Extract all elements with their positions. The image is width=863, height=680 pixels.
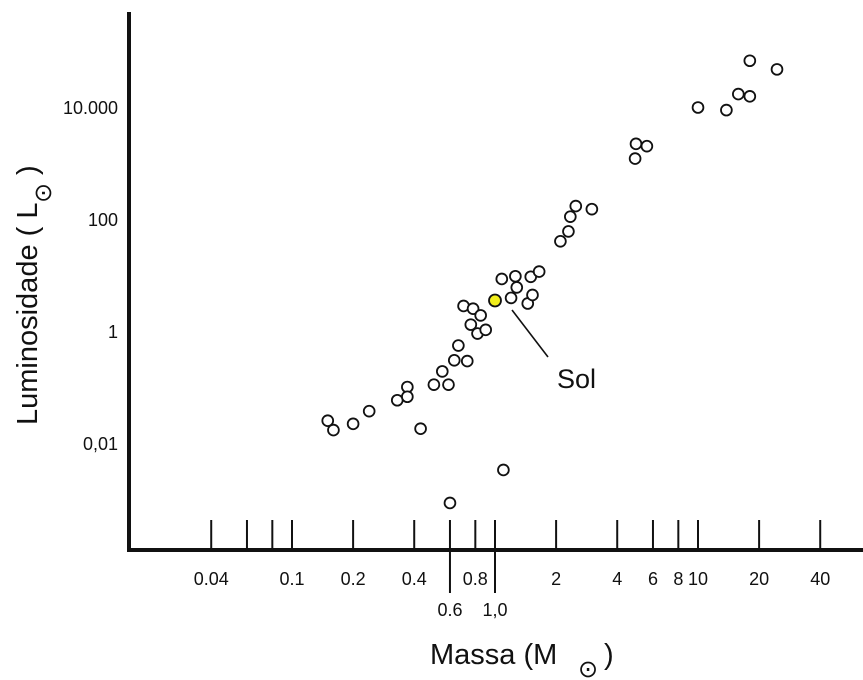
svg-text:Massa (M: Massa (M (430, 639, 557, 671)
star-point (562, 225, 575, 238)
x-tick-label: 40 (810, 569, 830, 589)
x-tick-label: 2 (551, 569, 561, 589)
x-tick-label: 0.2 (341, 569, 366, 589)
star-point (720, 103, 733, 117)
svg-text:Luminosidade ( L: Luminosidade ( L (12, 203, 44, 425)
star-point (497, 463, 510, 477)
star-point (510, 281, 524, 294)
x-tick-label: 0.4 (402, 569, 427, 589)
x-tick-labels: 0.04 0.1 0.2 0.4 0.8 2 4 6 8 10 20 40 0.6 1,0 (194, 569, 831, 620)
star-point (640, 139, 654, 153)
x-tick-label: 8 (673, 569, 683, 589)
star-point (554, 234, 567, 248)
star-point (447, 353, 461, 367)
star-point (427, 378, 441, 391)
star-point (691, 101, 705, 114)
star-point (732, 87, 745, 101)
star-point (452, 339, 465, 352)
x-tick-marks (210, 520, 822, 593)
x-tick-label: 10 (688, 569, 708, 589)
x-tick-label-lower: 1,0 (482, 600, 507, 620)
star-point (564, 210, 577, 223)
x-axis-label-close: ) (604, 639, 614, 671)
x-tick-label-lower: 0.6 (437, 600, 462, 620)
y-axis-label: Luminosidade ( L (12, 203, 44, 425)
star-point (495, 272, 509, 286)
star-point (362, 404, 376, 418)
y-tick-label: 100 (88, 210, 118, 230)
data-points (321, 54, 784, 510)
x-tick-label: 4 (612, 569, 622, 589)
y-tick-label: 10.000 (63, 98, 118, 118)
x-tick-label: 0.8 (463, 569, 488, 589)
y-axis-title: Luminosidade ( L ⊙ ) (12, 165, 57, 425)
x-axis-title: Massa (M ⊙ ) (430, 639, 614, 680)
star-point (629, 137, 643, 151)
sol-pointer-line (511, 309, 549, 358)
star-point (401, 390, 414, 404)
star-point (390, 393, 404, 407)
star-point (346, 417, 360, 431)
star-point (743, 90, 757, 103)
x-tick-label: 0.04 (194, 569, 229, 589)
star-point (628, 152, 642, 165)
star-point (479, 323, 493, 337)
star-point (770, 63, 784, 76)
star-point (321, 414, 335, 428)
star-point (526, 288, 539, 302)
y-tick-label: 0,01 (83, 434, 118, 454)
x-tick-label: 20 (749, 569, 769, 589)
star-point (327, 423, 340, 437)
star-point (435, 365, 449, 378)
star-point (443, 496, 457, 510)
star-point (569, 199, 583, 213)
sol-label: Sol (557, 364, 596, 394)
star-point (743, 54, 757, 68)
star-point (509, 269, 522, 283)
y-tick-label: 1 (108, 322, 118, 342)
star-point (532, 265, 546, 278)
y-axis-solar-symbol: ⊙ (30, 183, 57, 203)
star-point (460, 354, 474, 368)
y-axis-label-close: ) (12, 165, 44, 175)
star-point (414, 422, 427, 436)
x-tick-label: 0.1 (279, 569, 304, 589)
star-point (464, 318, 478, 331)
sun-point (488, 293, 502, 308)
star-point (504, 291, 518, 305)
x-tick-label: 6 (648, 569, 658, 589)
x-axis-solar-symbol: ⊙ (578, 656, 598, 680)
x-axis-label: Massa (M (430, 639, 557, 671)
y-tick-labels: 0,01 1 100 10.000 (63, 98, 118, 454)
star-point (585, 202, 599, 216)
star-point (474, 309, 487, 322)
star-point (442, 378, 455, 391)
